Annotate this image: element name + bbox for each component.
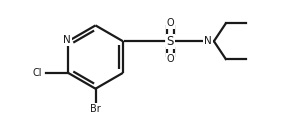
Text: Br: Br <box>90 104 101 114</box>
Text: S: S <box>167 35 174 48</box>
Text: N: N <box>204 36 212 46</box>
Text: Cl: Cl <box>33 68 42 78</box>
Text: N: N <box>63 35 71 45</box>
Text: O: O <box>167 54 174 64</box>
Text: O: O <box>167 18 174 28</box>
